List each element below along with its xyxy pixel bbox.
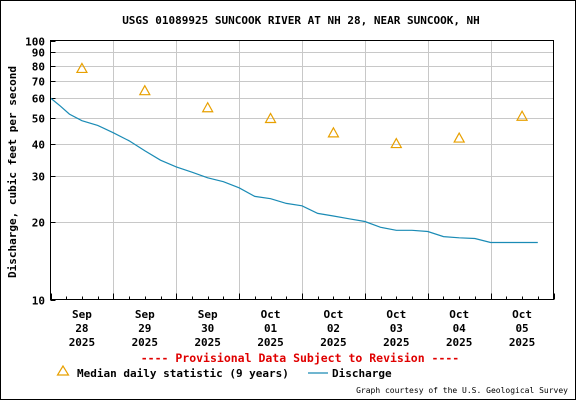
chart-title: USGS 01089925 SUNCOOK RIVER AT NH 28, NE… [122, 14, 480, 27]
x-tick-label: 30 [201, 322, 214, 335]
y-tick-label: 70 [32, 76, 45, 89]
x-tick-label: 2025 [320, 336, 347, 349]
median-marker [264, 112, 277, 124]
provisional-note: ---- Provisional Data Subject to Revisio… [141, 351, 460, 365]
credit-text: Graph courtesy of the U.S. Geological Su… [356, 386, 568, 395]
x-tick-label: Oct [449, 308, 469, 321]
legend-median-label: Median daily statistic (9 years) [77, 367, 289, 380]
x-tick-label: 05 [515, 322, 528, 335]
y-tick-label: 100 [25, 36, 45, 49]
x-tick-label: Oct [386, 308, 406, 321]
median-marker [201, 101, 214, 113]
x-tick-label: Oct [324, 308, 344, 321]
x-tick-label: 2025 [509, 336, 536, 349]
y-tick-label: 10 [32, 295, 45, 308]
median-marker [138, 84, 151, 96]
y-tick-label: 80 [32, 61, 45, 74]
median-marker [453, 131, 466, 143]
x-tick-label: 01 [264, 322, 278, 335]
x-tick-label: 2025 [257, 336, 284, 349]
median-marker [390, 137, 403, 149]
data-series [50, 62, 538, 244]
x-tick-label: 03 [390, 322, 403, 335]
x-tick-label: 28 [75, 322, 88, 335]
x-tick-label: Sep [198, 308, 218, 321]
x-tick-label: 2025 [194, 336, 221, 349]
x-tick-label: 29 [138, 322, 151, 335]
median-marker [327, 126, 340, 138]
x-tick-label: Oct [512, 308, 532, 321]
y-axis-label: Discharge, cubic feet per second [6, 66, 19, 278]
y-tick-label: 40 [32, 139, 45, 152]
plot-area-frame [50, 40, 554, 300]
y-tick-label: 90 [32, 47, 45, 60]
x-tick-label: 2025 [383, 336, 410, 349]
median-marker [516, 110, 529, 121]
x-tick-label: 2025 [132, 336, 159, 349]
legend-discharge-label: Discharge [332, 367, 392, 380]
y-tick-label: 30 [32, 171, 45, 184]
x-tick-label: 2025 [69, 336, 96, 349]
x-tick-label: Sep [72, 308, 92, 321]
grid-lines [50, 40, 554, 300]
x-tick-label: 2025 [446, 336, 473, 349]
median-marker [75, 62, 88, 74]
y-tick-label: 20 [32, 217, 45, 230]
discharge-line [50, 97, 538, 244]
x-tick-label: Oct [261, 308, 281, 321]
x-tick-label: 02 [327, 322, 340, 335]
y-tick-label: 50 [32, 113, 45, 126]
x-tick-label: 04 [453, 322, 467, 335]
x-tick-label: Sep [135, 308, 155, 321]
legend-median-marker [56, 364, 70, 376]
legend: Median daily statistic (9 years) Dischar… [56, 364, 392, 380]
y-tick-label: 60 [32, 93, 45, 106]
x-tick-labels: Sep282025Sep292025Sep302025Oct012025Oct0… [51, 293, 555, 349]
